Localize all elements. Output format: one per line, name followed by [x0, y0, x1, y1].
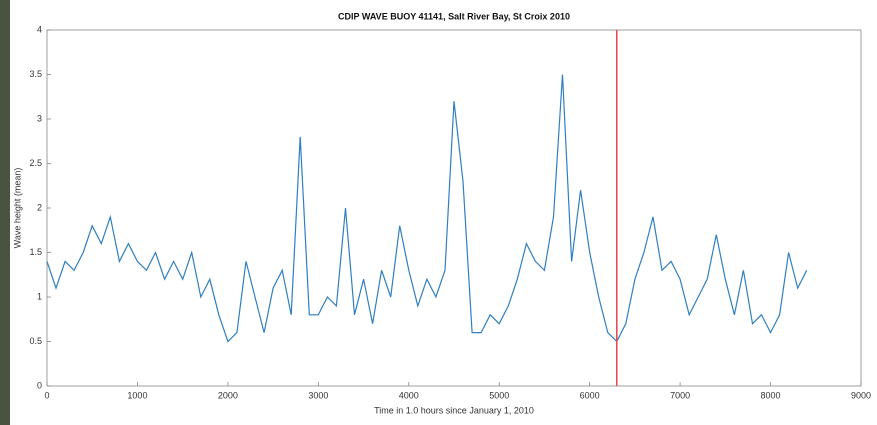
y-tick-label: 0.5 [29, 336, 42, 346]
x-axis-label: Time in 1.0 hours since January 1, 2010 [374, 405, 534, 415]
y-tick-label: 1 [37, 291, 42, 301]
y-tick-label: 1.5 [29, 247, 42, 257]
data-line [46, 74, 808, 343]
y-tick-label: 2.5 [29, 158, 42, 168]
x-tick-label: 0 [44, 390, 49, 400]
y-tick-label: 2 [37, 202, 42, 212]
axes-box [46, 29, 862, 387]
x-tick-label: 2000 [218, 390, 238, 400]
y-axis-label: Wave height (mean) [12, 168, 22, 249]
x-tick-label: 1000 [127, 390, 147, 400]
y-tick-label: 3.5 [29, 69, 42, 79]
x-tick-label: 9000 [851, 390, 871, 400]
x-tick-label: 4000 [399, 390, 419, 400]
photo-edge [0, 0, 10, 425]
x-tick-label: 6000 [580, 390, 600, 400]
x-tick-label: 8000 [761, 390, 781, 400]
x-tick-label: 7000 [670, 390, 690, 400]
chart-title: CDIP WAVE BUOY 41141, Salt River Bay, St… [338, 11, 570, 21]
y-tick-label: 0 [37, 380, 42, 390]
x-tick-label: 5000 [489, 390, 509, 400]
y-tick-label: 4 [37, 24, 42, 34]
y-tick-label: 3 [37, 113, 42, 123]
x-tick-label: 3000 [308, 390, 328, 400]
